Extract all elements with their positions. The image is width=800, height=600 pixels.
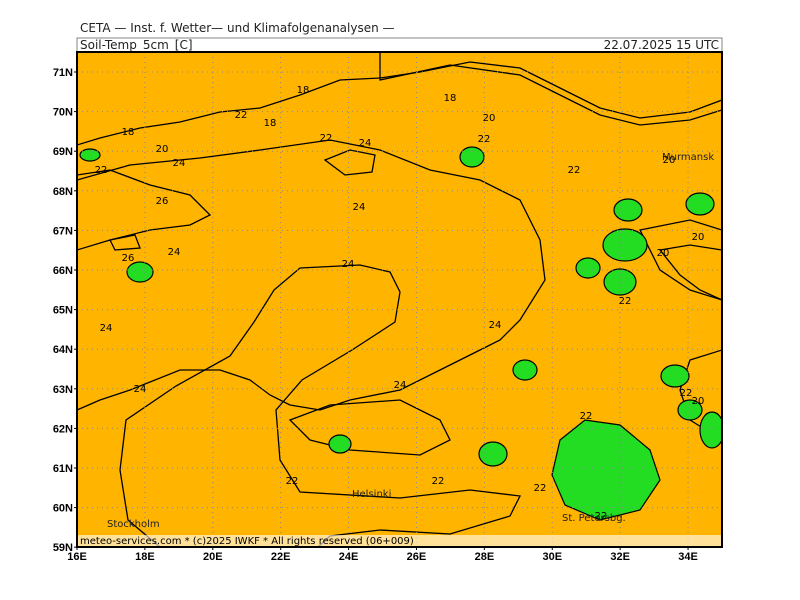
contour-label: 24 [173, 158, 186, 169]
contour-label: 24 [134, 384, 147, 395]
contour-label: 22 [320, 133, 333, 144]
region-26b [109, 234, 141, 251]
lake [685, 192, 715, 216]
lat-label: 62N [53, 423, 73, 435]
region-26 [77, 169, 212, 251]
lake [126, 261, 154, 283]
lat-label: 70N [53, 107, 73, 119]
contour-label: 24 [359, 138, 372, 149]
contour-label: 24 [342, 259, 355, 270]
contour-label: 18 [444, 93, 457, 104]
lat-label: 67N [53, 225, 73, 237]
contour-label: 18 [297, 85, 310, 96]
contour-label: 22 [619, 296, 632, 307]
lat-label: 61N [53, 463, 73, 475]
lon-label: 28E [475, 551, 495, 563]
region-20-north [379, 52, 722, 126]
contour-label: 24 [394, 380, 407, 391]
lake [602, 228, 648, 262]
lake [613, 198, 643, 222]
lon-label: 26E [407, 551, 427, 563]
valid-time: 22.07.2025 15 UTC [604, 38, 719, 52]
lake [660, 364, 690, 388]
contour-label: 22 [95, 165, 108, 176]
region-24 [77, 139, 546, 411]
contour-label: 22 [286, 476, 299, 487]
contour-label: 26 [122, 253, 135, 264]
footer-band [77, 535, 722, 547]
contour-label: 22 [568, 165, 581, 176]
lake [512, 359, 538, 381]
contour-label: 22 [595, 511, 608, 522]
contour-label: 26 [156, 196, 169, 207]
contour-label: 18 [264, 118, 277, 129]
contour-label: 22 [680, 388, 693, 399]
lon-label: 18E [135, 551, 155, 563]
arctic-sea [77, 52, 722, 146]
contour-label: 20 [483, 113, 496, 124]
contour-label: 22 [580, 411, 593, 422]
lat-label: 65N [53, 305, 73, 317]
lon-label: 24E [339, 551, 359, 563]
lat-label: 60N [53, 503, 73, 515]
header-title: CETA — Inst. f. Wetter— und Klimafolgena… [80, 21, 395, 35]
lon-label: 16E [67, 551, 87, 563]
cities: Murmansk Stockholm Helsinki St. Petersbg… [107, 152, 714, 530]
lake [575, 257, 601, 279]
contour-label: 24 [168, 247, 181, 258]
lake [459, 146, 485, 168]
contour-label: 24 [353, 202, 366, 213]
lat-label: 59N [53, 542, 73, 554]
contour-label: 22 [235, 110, 248, 121]
lake-ladoga [551, 419, 661, 521]
lon-label: 30E [542, 551, 562, 563]
lake [478, 441, 508, 467]
lat-label: 69N [53, 146, 73, 158]
contour-label: 20 [156, 144, 169, 155]
lon-label: 34E [678, 551, 698, 563]
contour-labels: 18 22 18 18 20 22 24 20 22 20 18 22 24 2… [95, 85, 705, 522]
contour-label: 20 [692, 396, 705, 407]
city-label: Helsinki [352, 489, 391, 500]
lake [79, 148, 101, 162]
lat-label: 63N [53, 384, 73, 396]
lake [328, 434, 352, 454]
lat-label: 71N [53, 67, 73, 79]
contour-label: 22 [534, 483, 547, 494]
city-label: Stockholm [107, 519, 160, 530]
map: meteo-services.com * (c)2025 IWKF * All … [77, 52, 722, 547]
contour-label: 20 [692, 232, 705, 243]
city-label: Murmansk [662, 152, 714, 163]
parameter: Soil-Temp_5cm_[C] [80, 38, 193, 52]
lat-label: 64N [53, 344, 73, 356]
footer: meteo-services.com * (c)2025 IWKF * All … [80, 536, 414, 547]
contour-label: 24 [100, 323, 113, 334]
lat-label: 68N [53, 186, 73, 198]
contour-label: 22 [478, 134, 491, 145]
baltic-sea [119, 264, 521, 547]
contour-label: 18 [122, 127, 135, 138]
lon-label: 22E [271, 551, 291, 563]
region-24b [288, 399, 451, 456]
lake [677, 399, 703, 421]
contour-label: 20 [663, 155, 676, 166]
axes: 71N70N69N68N67N66N65N64N63N62N61N60N59N1… [53, 67, 698, 563]
region-26c [323, 149, 376, 176]
lat-label: 66N [53, 265, 73, 277]
lon-label: 32E [610, 551, 630, 563]
lake [699, 411, 722, 449]
lon-label: 20E [203, 551, 223, 563]
white-sea [658, 244, 722, 301]
city-label: St. Petersbg. [562, 513, 626, 524]
contour-label: 20 [657, 248, 670, 259]
region-20-east [639, 219, 722, 301]
contour-label: 24 [489, 320, 502, 331]
map-frame [76, 51, 723, 548]
lakes [79, 146, 722, 521]
contour-label: 22 [432, 476, 445, 487]
